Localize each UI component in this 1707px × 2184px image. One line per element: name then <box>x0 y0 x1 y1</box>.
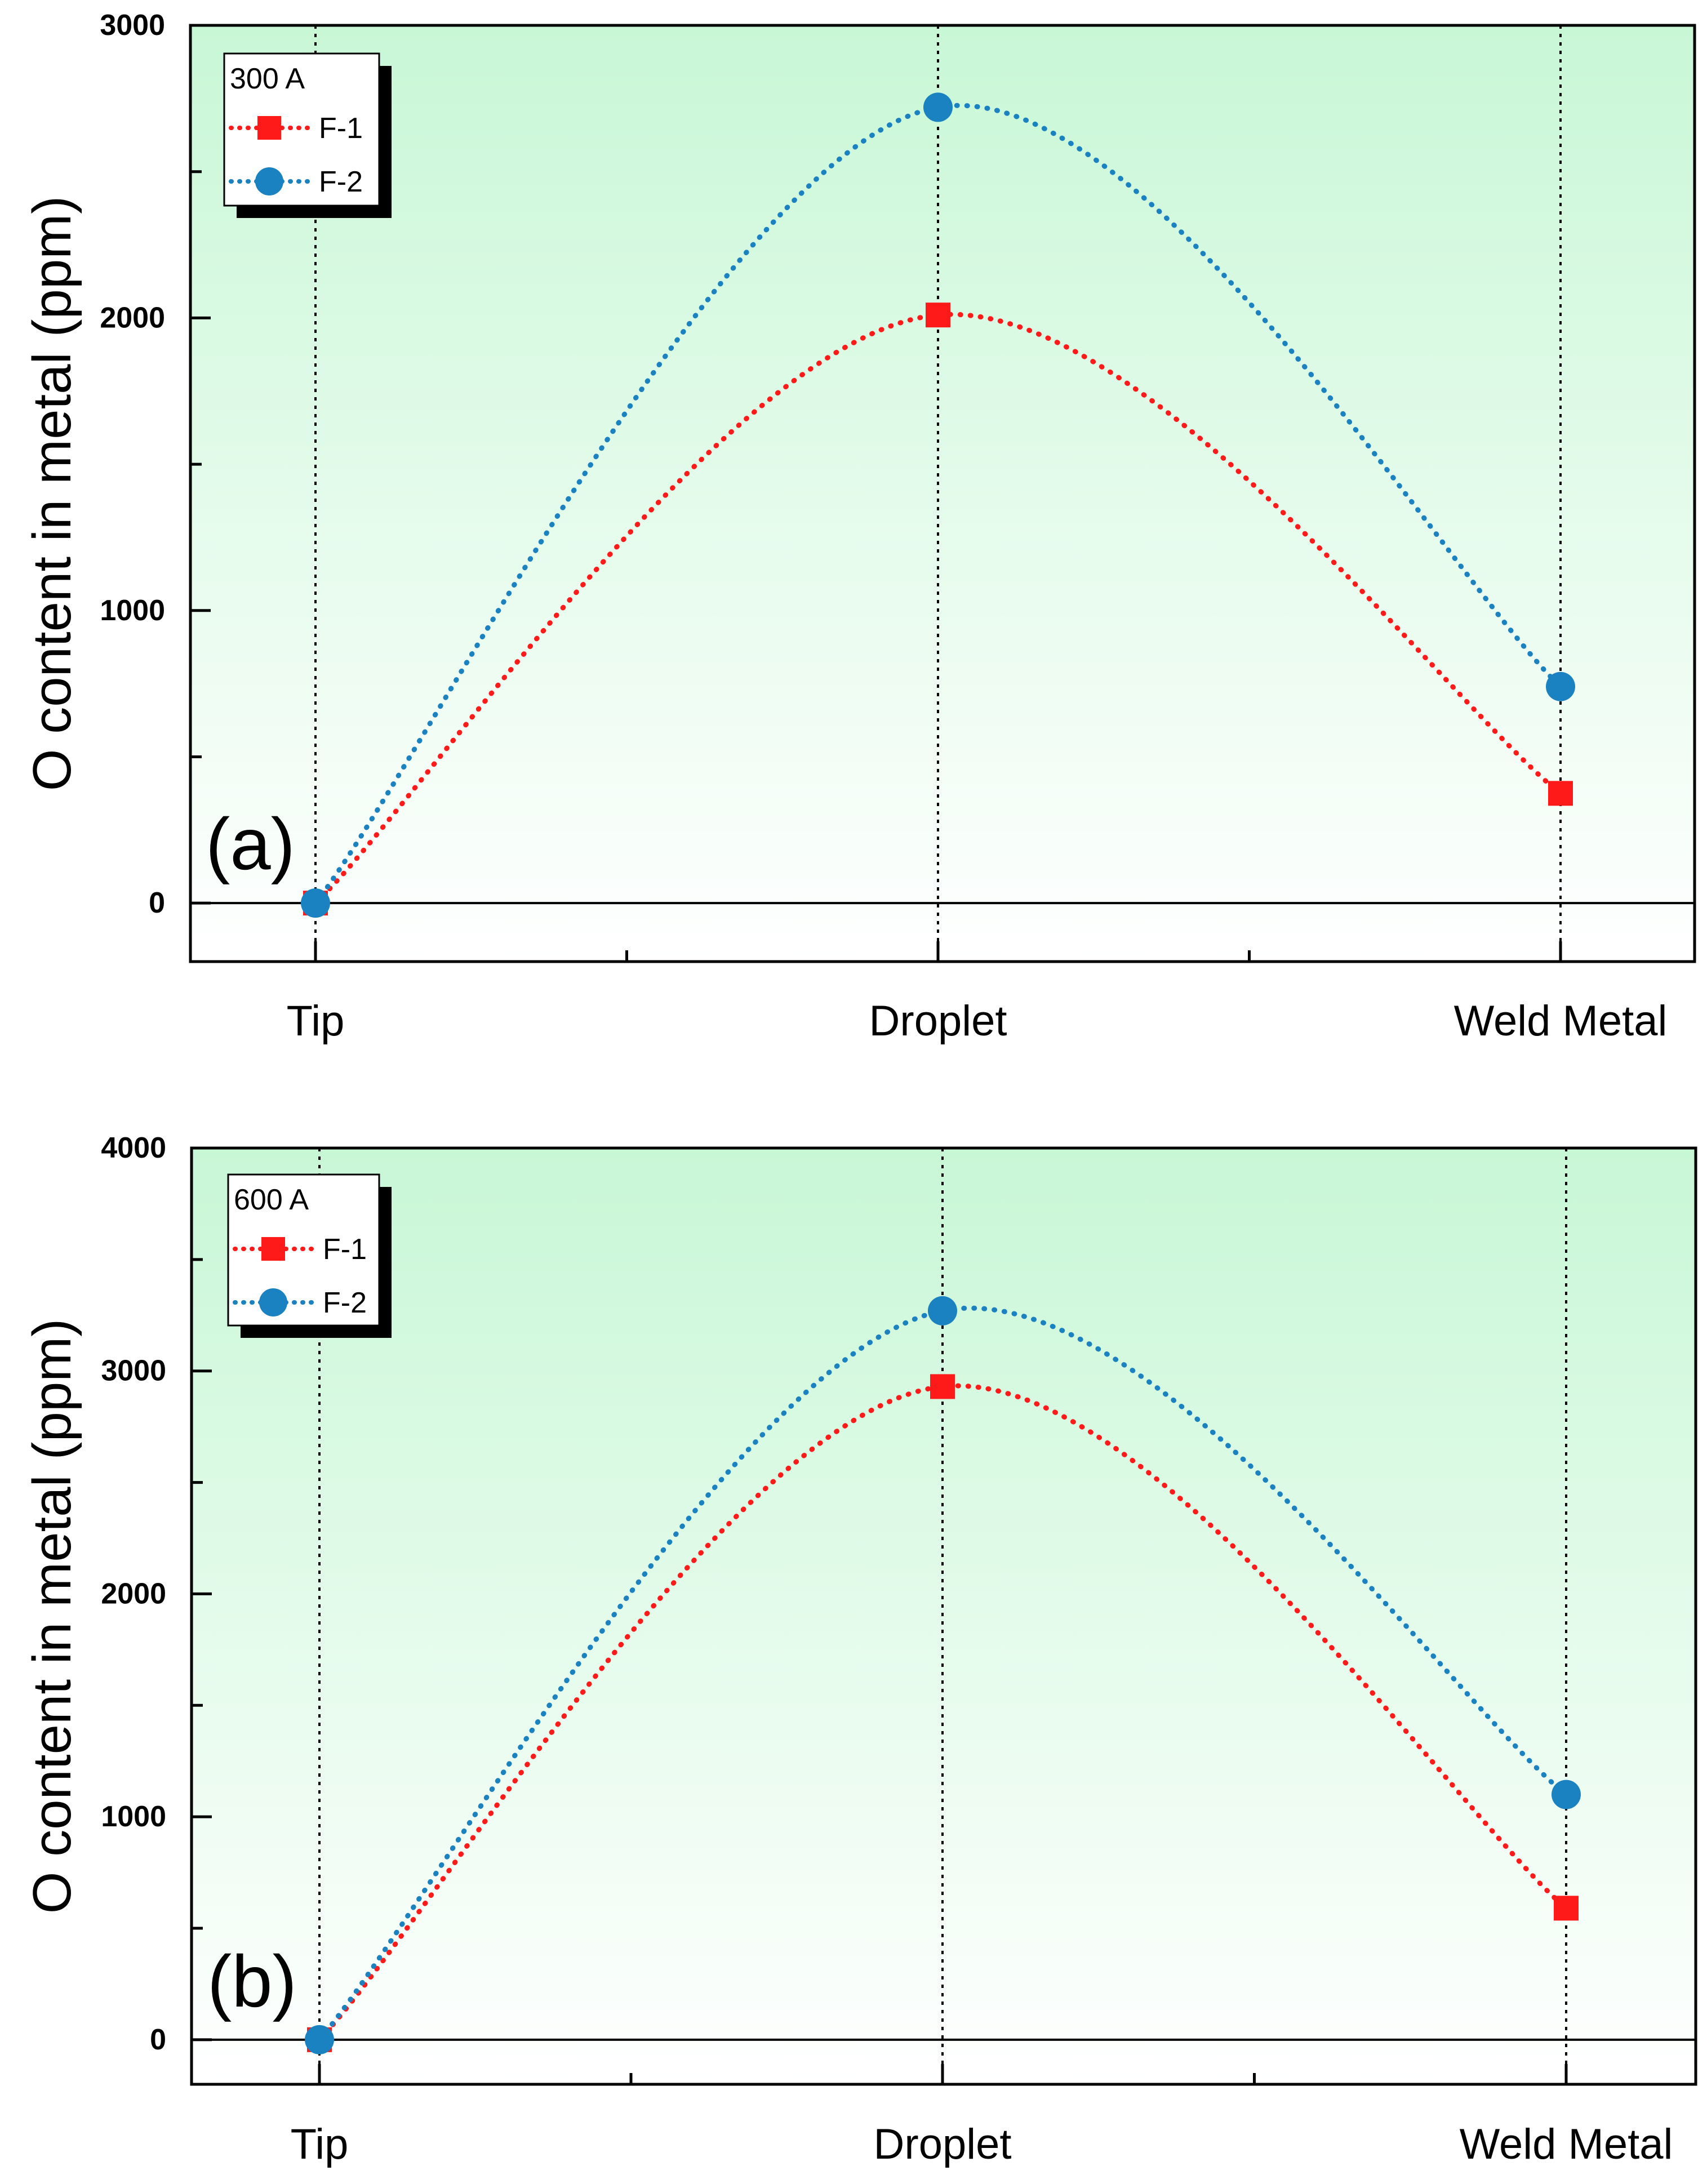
y-axis-title: O content in metal (ppm) <box>22 1319 82 1914</box>
data-point-f-2 <box>1546 671 1575 701</box>
x-tick-label: Droplet <box>869 997 1007 1045</box>
y-tick-label: 0 <box>150 2023 166 2056</box>
y-tick-label: 3000 <box>101 1355 166 1387</box>
legend-entry-label: F-1 <box>319 112 363 145</box>
legend-title: 300 A <box>230 63 305 95</box>
y-tick-label: 2000 <box>101 1577 166 1610</box>
y-tick-label: 0 <box>149 887 165 919</box>
y-tick-label: 3000 <box>100 9 165 42</box>
legend-title: 600 A <box>234 1184 309 1216</box>
data-point-f-1 <box>1554 1896 1579 1921</box>
legend-marker-square <box>257 116 281 140</box>
data-point-f-2 <box>1552 1780 1581 1809</box>
legend-marker-square <box>261 1237 285 1261</box>
x-tick-label: Tip <box>287 997 345 1045</box>
y-tick-label: 4000 <box>101 1132 166 1164</box>
panel-label: (a) <box>206 803 295 885</box>
legend-marker-circle <box>255 167 283 195</box>
chart-panel-a: 0 1000 2000 3000 Tip Droplet Weld Metal 300 A F… <box>22 9 1696 1045</box>
y-axis-title: O content in metal (ppm) <box>22 196 82 791</box>
x-tick-label: Weld Metal <box>1454 997 1668 1045</box>
plot-background <box>190 25 1695 962</box>
x-tick-label: Weld Metal <box>1460 2120 1673 2168</box>
legend-entry-label: F-2 <box>319 166 363 198</box>
legend-entry-label: F-1 <box>323 1233 367 1266</box>
data-point-f-1 <box>1548 781 1573 806</box>
x-tick-label: Tip <box>291 2120 349 2168</box>
panel-label: (b) <box>207 1940 297 2022</box>
data-point-f-1 <box>926 303 950 328</box>
legend-entry-label: F-2 <box>323 1287 367 1319</box>
plot-frame <box>189 24 1696 963</box>
legend-marker-circle <box>259 1288 287 1316</box>
data-point-f-2 <box>928 1296 957 1325</box>
y-tick-label: 1000 <box>100 594 165 627</box>
data-point-f-2 <box>301 888 330 918</box>
y-tick-label: 1000 <box>101 1800 166 1833</box>
data-point-f-2 <box>923 92 953 122</box>
data-point-f-1 <box>930 1374 955 1399</box>
y-tick-label: 2000 <box>100 301 165 334</box>
series-line-f-1 <box>317 1383 1569 2043</box>
chart-panel-b: 0 1000 2000 3000 4000 Tip Droplet Weld Metal 60… <box>22 1132 1697 2168</box>
data-point-f-2 <box>305 2025 334 2054</box>
x-tick-label: Droplet <box>874 2120 1012 2168</box>
